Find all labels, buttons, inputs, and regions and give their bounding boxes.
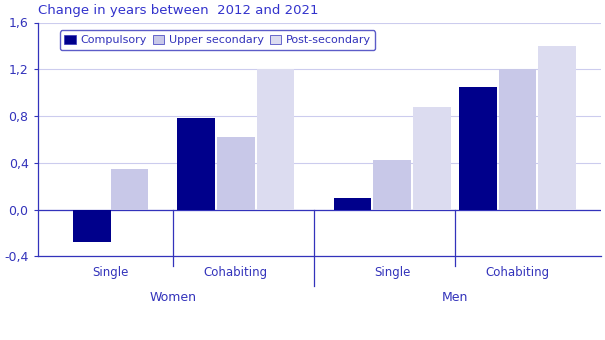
Bar (538, 46, 576, 209)
Bar (257, 69, 294, 209)
Bar (217, 137, 255, 209)
Text: Cohabiting: Cohabiting (204, 266, 268, 279)
Bar (499, 69, 536, 209)
Bar (373, 160, 411, 209)
Text: Men: Men (442, 291, 468, 304)
Bar (334, 198, 371, 209)
Bar (177, 118, 215, 209)
Bar (73, 209, 111, 242)
Bar (111, 169, 148, 209)
Text: Cohabiting: Cohabiting (485, 266, 549, 279)
Bar (459, 87, 497, 209)
Text: Single: Single (374, 266, 410, 279)
Text: Change in years between  2012 and 2021: Change in years between 2012 and 2021 (38, 4, 318, 17)
Legend: Compulsory, Upper secondary, Post-secondary: Compulsory, Upper secondary, Post-second… (60, 30, 376, 50)
Text: Women: Women (149, 291, 197, 304)
Bar (413, 107, 451, 209)
Text: Single: Single (93, 266, 129, 279)
